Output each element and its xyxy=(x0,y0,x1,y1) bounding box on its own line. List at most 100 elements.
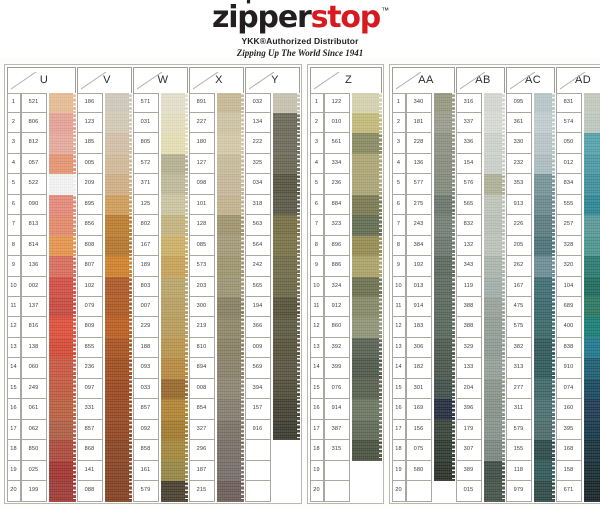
color-swatch[interactable] xyxy=(349,399,382,420)
color-row[interactable]: 1 122 xyxy=(309,92,382,113)
color-row[interactable]: 579 xyxy=(132,481,188,502)
color-swatch[interactable] xyxy=(102,460,132,482)
color-swatch[interactable] xyxy=(102,256,132,277)
color-row[interactable]: 13 306 xyxy=(391,337,455,359)
color-row[interactable]: 158 xyxy=(555,460,600,482)
color-row[interactable]: 007 xyxy=(132,297,188,318)
color-row[interactable]: 13 392 xyxy=(309,337,382,359)
color-swatch[interactable] xyxy=(431,358,455,379)
color-swatch[interactable] xyxy=(531,378,555,400)
color-swatch[interactable] xyxy=(46,317,76,338)
color-row[interactable]: 565 xyxy=(455,194,505,216)
color-row[interactable]: 329 xyxy=(455,337,505,359)
color-swatch[interactable] xyxy=(481,174,505,195)
color-swatch[interactable] xyxy=(214,133,244,154)
color-swatch[interactable] xyxy=(431,460,455,482)
color-swatch[interactable] xyxy=(158,174,188,195)
color-row[interactable]: 832 xyxy=(455,215,505,236)
color-row[interactable]: 2 010 xyxy=(309,112,382,134)
color-swatch[interactable] xyxy=(531,358,555,379)
color-swatch[interactable] xyxy=(46,276,76,298)
color-swatch[interactable] xyxy=(481,399,505,420)
color-swatch[interactable] xyxy=(481,112,505,134)
color-swatch[interactable] xyxy=(481,297,505,318)
color-row[interactable]: 015 xyxy=(455,481,505,502)
color-row[interactable]: 10 013 xyxy=(391,276,455,298)
color-swatch[interactable] xyxy=(431,297,455,318)
color-row[interactable]: 4 136 xyxy=(391,153,455,175)
color-row[interactable]: 475 xyxy=(505,297,555,318)
color-row[interactable]: 123 xyxy=(76,112,132,134)
color-row[interactable]: 894 xyxy=(188,358,244,379)
color-row[interactable]: 6 884 xyxy=(309,194,382,216)
color-swatch[interactable] xyxy=(102,440,132,461)
color-swatch[interactable] xyxy=(158,358,188,379)
color-swatch[interactable] xyxy=(270,235,300,257)
color-row[interactable]: 092 xyxy=(132,419,188,441)
color-swatch[interactable] xyxy=(431,194,455,216)
color-swatch[interactable] xyxy=(270,317,300,338)
color-swatch[interactable] xyxy=(158,460,188,482)
color-row[interactable]: 2 181 xyxy=(391,112,455,134)
color-swatch[interactable] xyxy=(102,419,132,441)
color-row[interactable]: 14 060 xyxy=(6,358,76,379)
color-row[interactable]: 19 xyxy=(309,460,382,482)
color-row[interactable]: 7 243 xyxy=(391,215,455,236)
color-swatch[interactable] xyxy=(270,378,300,400)
color-swatch[interactable] xyxy=(531,276,555,298)
color-swatch[interactable] xyxy=(46,194,76,216)
color-swatch[interactable] xyxy=(102,276,132,298)
color-swatch[interactable] xyxy=(481,419,505,441)
color-swatch[interactable] xyxy=(531,317,555,338)
color-swatch[interactable] xyxy=(481,92,505,113)
color-swatch[interactable] xyxy=(158,317,188,338)
color-row[interactable]: 328 xyxy=(555,235,600,257)
color-row[interactable]: 563 xyxy=(244,215,300,236)
color-swatch[interactable] xyxy=(102,358,132,379)
color-row[interactable]: 400 xyxy=(555,317,600,338)
color-swatch[interactable] xyxy=(158,215,188,236)
color-swatch[interactable] xyxy=(481,235,505,257)
color-swatch[interactable] xyxy=(531,215,555,236)
color-row[interactable]: 16 914 xyxy=(309,399,382,420)
color-swatch[interactable] xyxy=(46,378,76,400)
color-row[interactable]: 311 xyxy=(505,399,555,420)
color-row[interactable]: 185 xyxy=(76,133,132,154)
color-row[interactable]: 226 xyxy=(505,215,555,236)
color-row[interactable]: 807 xyxy=(76,256,132,277)
color-row[interactable]: 318 xyxy=(244,194,300,216)
color-row[interactable]: 088 xyxy=(76,481,132,502)
color-swatch[interactable] xyxy=(431,440,455,461)
color-row[interactable]: 331 xyxy=(76,399,132,420)
color-row[interactable]: 132 xyxy=(455,235,505,257)
color-row[interactable]: 4 334 xyxy=(309,153,382,175)
color-swatch[interactable] xyxy=(431,399,455,420)
color-row[interactable]: 13 138 xyxy=(6,337,76,359)
color-row[interactable]: 093 xyxy=(132,358,188,379)
color-row[interactable]: 858 xyxy=(132,440,188,461)
color-row[interactable]: 7 813 xyxy=(6,215,76,236)
color-swatch[interactable] xyxy=(349,358,382,379)
color-swatch[interactable] xyxy=(349,481,382,502)
color-row[interactable]: 229 xyxy=(132,317,188,338)
color-row[interactable]: 14 399 xyxy=(309,358,382,379)
color-row[interactable]: 18 850 xyxy=(6,440,76,461)
color-row[interactable]: 11 137 xyxy=(6,297,76,318)
color-swatch[interactable] xyxy=(102,297,132,318)
color-row[interactable]: 085 xyxy=(188,235,244,257)
color-row[interactable]: 102 xyxy=(76,276,132,298)
color-row[interactable] xyxy=(244,440,300,461)
color-row[interactable]: 802 xyxy=(132,215,188,236)
color-row[interactable]: 979 xyxy=(505,481,555,502)
color-row[interactable]: 4 057 xyxy=(6,153,76,175)
color-row[interactable]: 232 xyxy=(505,153,555,175)
color-swatch[interactable] xyxy=(214,194,244,216)
color-row[interactable]: 854 xyxy=(188,399,244,420)
color-swatch[interactable] xyxy=(46,297,76,318)
color-row[interactable]: 204 xyxy=(455,378,505,400)
color-swatch[interactable] xyxy=(431,215,455,236)
color-swatch[interactable] xyxy=(581,440,600,461)
color-swatch[interactable] xyxy=(531,419,555,441)
color-swatch[interactable] xyxy=(270,256,300,277)
color-row[interactable]: 8 384 xyxy=(391,235,455,257)
